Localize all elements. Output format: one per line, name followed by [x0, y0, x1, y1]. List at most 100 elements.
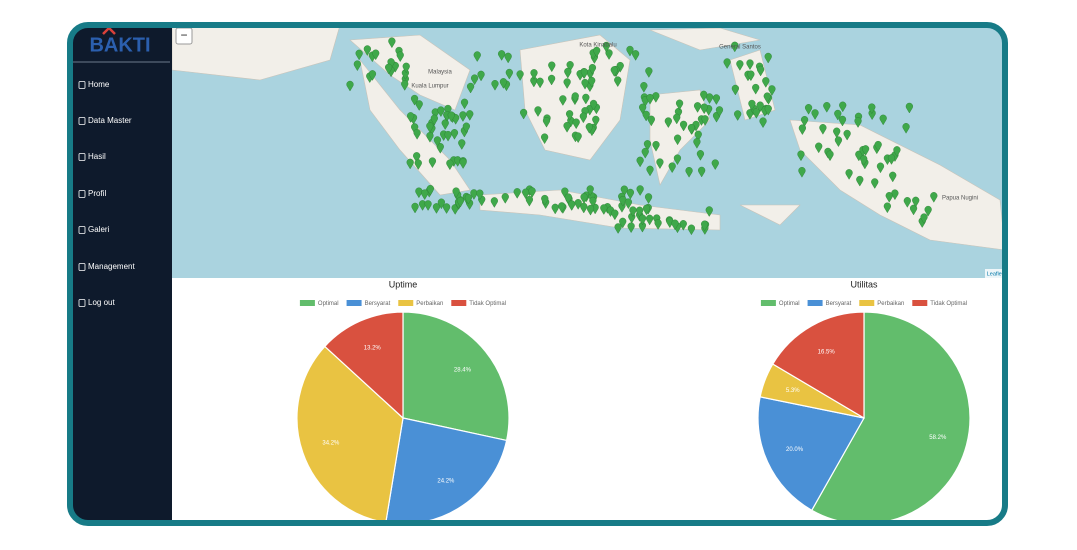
map-marker[interactable] — [629, 206, 637, 217]
map-marker[interactable] — [924, 205, 932, 217]
map-marker[interactable] — [641, 147, 649, 159]
map-marker[interactable] — [632, 50, 640, 61]
map-marker[interactable] — [470, 74, 479, 86]
map-marker[interactable] — [464, 193, 472, 205]
map-marker[interactable] — [815, 142, 823, 154]
menu-item[interactable]: Log out — [88, 298, 115, 307]
map-marker[interactable] — [516, 70, 524, 81]
map-marker[interactable] — [388, 37, 396, 49]
map-marker[interactable] — [473, 51, 481, 62]
map-marker[interactable] — [432, 203, 441, 214]
map-marker[interactable] — [610, 66, 618, 77]
legend-label[interactable]: Optimal — [318, 301, 339, 307]
map-marker[interactable] — [385, 63, 393, 75]
menu-icon[interactable] — [78, 263, 86, 271]
map-marker[interactable] — [748, 99, 756, 111]
map-marker[interactable] — [372, 49, 380, 61]
map-marker[interactable] — [694, 130, 702, 142]
map-marker[interactable] — [731, 41, 739, 53]
map-marker[interactable] — [450, 129, 459, 140]
map-marker[interactable] — [444, 104, 452, 116]
pie-slice[interactable] — [402, 311, 510, 442]
map-marker[interactable] — [736, 60, 744, 71]
map-marker[interactable] — [402, 62, 410, 74]
legend-label[interactable]: Bersyarat — [365, 301, 391, 307]
map-marker[interactable] — [431, 108, 439, 119]
map-marker[interactable] — [905, 102, 913, 114]
map-marker[interactable] — [646, 93, 654, 105]
menu-item[interactable]: Management — [88, 262, 135, 271]
map-marker[interactable] — [566, 61, 574, 72]
map-marker[interactable] — [902, 123, 910, 134]
map-marker[interactable] — [589, 99, 598, 111]
legend-label[interactable]: Perbaikan — [877, 301, 904, 307]
map-marker[interactable] — [574, 132, 582, 144]
map-marker[interactable] — [640, 82, 648, 93]
map-marker[interactable] — [687, 124, 696, 135]
map-marker[interactable] — [458, 139, 466, 150]
menu-icon[interactable] — [78, 226, 86, 234]
map-marker[interactable] — [763, 92, 771, 104]
map-marker[interactable] — [675, 99, 684, 111]
map-marker[interactable] — [845, 169, 853, 180]
map-marker[interactable] — [668, 162, 676, 174]
legend-label[interactable]: Optimal — [779, 301, 800, 307]
menu-icon[interactable] — [78, 153, 86, 161]
map-marker[interactable] — [700, 90, 708, 102]
menu-item[interactable]: Hasil — [88, 152, 106, 161]
map-marker[interactable] — [626, 45, 634, 57]
map-marker[interactable] — [854, 117, 862, 128]
map-marker[interactable] — [561, 187, 569, 199]
map-marker[interactable] — [636, 185, 644, 196]
map-marker[interactable] — [501, 193, 509, 204]
map-marker[interactable] — [638, 214, 647, 226]
map-marker[interactable] — [673, 134, 682, 146]
menu-item[interactable]: Data Master — [88, 116, 132, 125]
pie-slice[interactable] — [771, 311, 865, 420]
legend-swatch[interactable] — [859, 300, 875, 306]
map-marker[interactable] — [624, 198, 632, 210]
map-marker[interactable] — [768, 85, 776, 96]
map-marker[interactable] — [715, 106, 724, 117]
map-marker[interactable] — [490, 197, 498, 208]
map-marker[interactable] — [586, 204, 595, 216]
map-marker[interactable] — [819, 124, 827, 135]
legend-swatch[interactable] — [760, 300, 776, 306]
legend-label[interactable]: Tidak Optimal — [930, 301, 967, 307]
map-marker[interactable] — [462, 122, 470, 134]
map-marker[interactable] — [559, 95, 567, 106]
map-marker[interactable] — [893, 146, 901, 157]
map-marker[interactable] — [413, 129, 421, 140]
map-marker[interactable] — [363, 45, 371, 56]
map-marker[interactable] — [355, 49, 363, 61]
map-marker[interactable] — [588, 76, 596, 88]
map-marker[interactable] — [528, 187, 536, 198]
map-marker[interactable] — [571, 92, 579, 103]
map-marker[interactable] — [920, 213, 928, 225]
map-marker[interactable] — [580, 202, 588, 214]
map-marker[interactable] — [903, 197, 911, 208]
menu-item[interactable]: Profil — [88, 189, 106, 198]
map-marker[interactable] — [548, 61, 556, 73]
legend-swatch[interactable] — [398, 300, 414, 306]
map-marker[interactable] — [747, 70, 755, 82]
map-marker[interactable] — [548, 74, 556, 86]
map-marker[interactable] — [466, 110, 474, 121]
menu-icon[interactable] — [78, 190, 86, 198]
map-marker[interactable] — [415, 100, 423, 111]
menu-item[interactable]: Home — [88, 80, 110, 89]
map-marker[interactable] — [834, 136, 843, 147]
map-marker[interactable] — [700, 103, 708, 115]
map-marker[interactable] — [636, 206, 644, 218]
map-marker[interactable] — [572, 118, 580, 130]
map-marker[interactable] — [593, 46, 601, 58]
map-marker[interactable] — [839, 101, 847, 113]
map-marker[interactable] — [605, 49, 613, 60]
map-marker[interactable] — [491, 80, 499, 91]
map-marker[interactable] — [698, 166, 706, 178]
menu-icon[interactable] — [78, 81, 86, 89]
map-marker[interactable] — [687, 224, 696, 236]
menu-icon[interactable] — [78, 299, 86, 307]
legend-swatch[interactable] — [346, 300, 362, 306]
map-marker[interactable] — [459, 158, 467, 169]
